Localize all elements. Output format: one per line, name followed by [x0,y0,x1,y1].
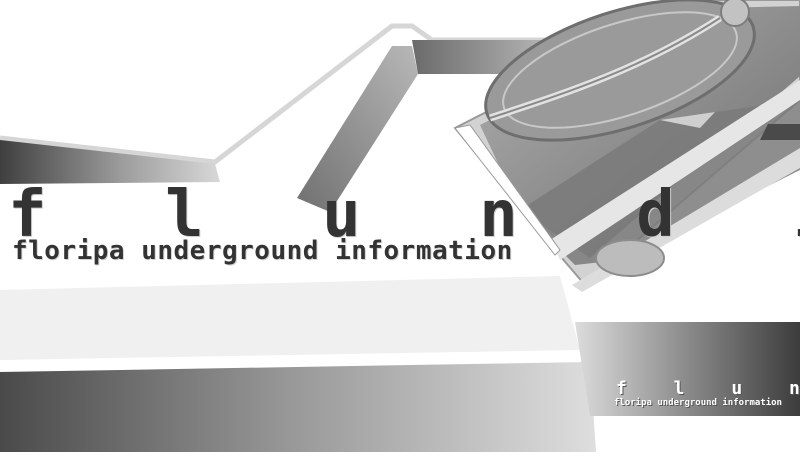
corner-logo-title: f l u n d i [616,378,800,399]
logo-title: f l u n d i [8,178,800,252]
left-gradient-band [0,140,220,184]
light-wedge [0,276,580,360]
corner-logo-tagline: floripa underground information [614,398,782,408]
bottom-gradient-band [0,362,596,452]
logo-tagline: floripa underground information [12,236,513,266]
turntable-image [453,0,800,292]
diagonal-bar [297,46,418,212]
corner-box [575,322,800,416]
